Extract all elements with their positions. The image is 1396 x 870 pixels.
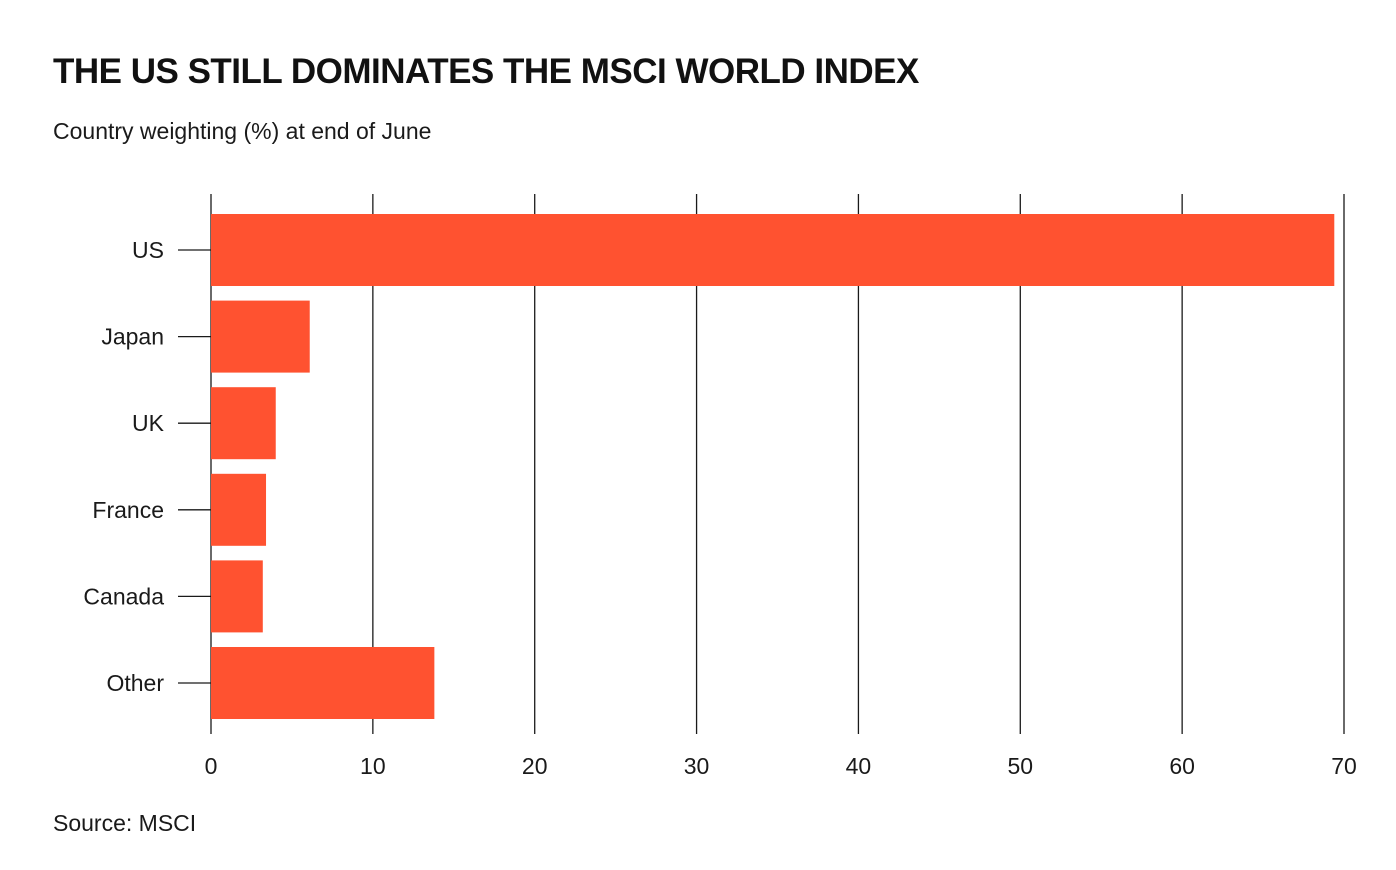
bar-other [211,647,435,719]
category-label: France [92,497,164,523]
source-note: Source: MSCI [53,810,197,836]
category-label: US [132,237,164,263]
bars [211,214,1335,719]
x-tick-labels: 0 10 20 30 40 50 60 70 [205,753,1357,779]
bar-canada [211,560,263,633]
category-label: UK [132,410,165,436]
x-tick-label: 70 [1331,753,1357,779]
x-tick-label: 60 [1169,753,1195,779]
bar-france [211,473,267,546]
category-label: Canada [83,583,164,609]
bar-us [211,214,1335,286]
x-tick-label: 10 [360,753,386,779]
x-tick-label: 40 [846,753,872,779]
x-tick-label: 20 [522,753,548,779]
bar-japan [211,300,310,373]
category-label: Japan [101,324,164,350]
x-tick-label: 30 [684,753,710,779]
x-tick-label: 50 [1007,753,1033,779]
category-label: Other [106,670,164,696]
chart-subtitle: Country weighting (%) at end of June [53,118,432,144]
chart-title: THE US STILL DOMINATES THE MSCI WORLD IN… [53,52,919,91]
bar-uk [211,387,276,460]
category-labels: US Japan UK France Canada Other [83,237,211,696]
x-tick-label: 0 [205,753,218,779]
